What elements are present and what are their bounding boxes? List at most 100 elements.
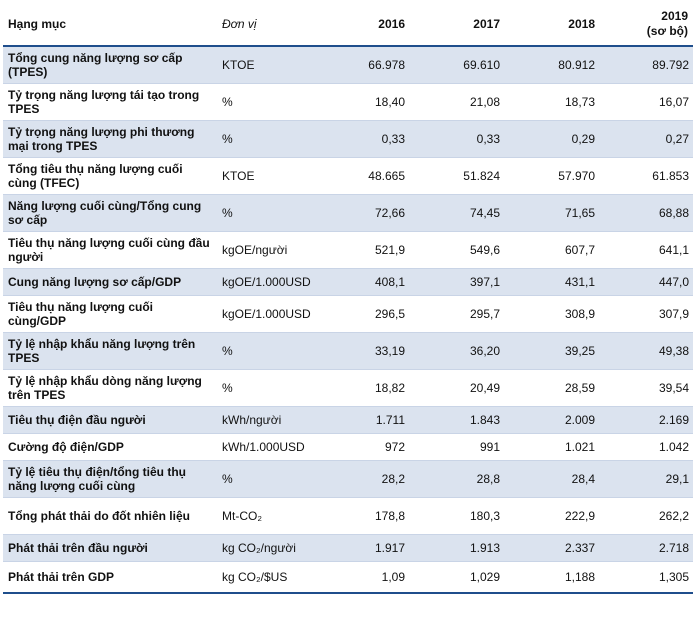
row-unit: kgOE/1.000USD — [217, 268, 324, 296]
row-value-2016: 48.665 — [324, 157, 410, 195]
row-unit: % — [217, 369, 324, 407]
row-value-2019: 0,27 — [600, 120, 693, 158]
row-item-label: Tiêu thụ năng lượng cuối cùng/GDP — [3, 295, 217, 333]
row-value-2019: 68,88 — [600, 194, 693, 232]
row-unit: KTOE — [217, 46, 324, 84]
row-item-label: Tiêu thụ năng lượng cuối cùng đầu người — [3, 231, 217, 269]
table-row: Cung năng lượng sơ cấp/GDP kgOE/1.000USD 4… — [3, 268, 693, 296]
row-unit: kWh/1.000USD — [217, 433, 324, 461]
row-value-2017: 69.610 — [410, 46, 505, 84]
row-value-2019: 89.792 — [600, 46, 693, 84]
row-unit: kWh/người — [217, 406, 324, 434]
row-value-2018: 1.021 — [505, 433, 600, 461]
row-item-label: Phát thải trên đầu người — [3, 534, 217, 562]
row-value-2018: 39,25 — [505, 332, 600, 370]
row-item-label: Tổng cung năng lượng sơ cấp (TPES) — [3, 46, 217, 84]
row-unit: Mt-CO₂ — [217, 497, 324, 535]
energy-indicators-table: Hạng mục Đơn vị 2016 2017 2018 2019 (sơ … — [3, 3, 693, 594]
row-value-2017: 991 — [410, 433, 505, 461]
row-value-2017: 1,029 — [410, 561, 505, 594]
row-item-label: Cung năng lượng sơ cấp/GDP — [3, 268, 217, 296]
table-row: Tỷ lệ nhập khẩu dòng năng lượng trên TPE… — [3, 369, 693, 407]
row-value-2018: 2.337 — [505, 534, 600, 562]
row-value-2018: 57.970 — [505, 157, 600, 195]
row-value-2016: 408,1 — [324, 268, 410, 296]
row-value-2018: 71,65 — [505, 194, 600, 232]
table-row: Tỷ trọng năng lượng tái tạo trong TPES% 1… — [3, 83, 693, 121]
row-item-label: Tiêu thụ điện đầu người — [3, 406, 217, 434]
table-row: Tỷ trọng năng lượng phi thương mại trong… — [3, 120, 693, 158]
row-item-label: Tỷ lệ tiêu thụ điện/tổng tiêu thụ năng l… — [3, 460, 217, 498]
row-value-2018: 0,29 — [505, 120, 600, 158]
row-value-2019: 1,305 — [600, 561, 693, 594]
row-value-2016: 178,8 — [324, 497, 410, 535]
row-value-2016: 18,40 — [324, 83, 410, 121]
row-value-2018: 308,9 — [505, 295, 600, 333]
row-value-2017: 549,6 — [410, 231, 505, 269]
row-value-2017: 1.913 — [410, 534, 505, 562]
row-unit: kg CO₂/người — [217, 534, 324, 562]
table-row: Tổng phát thải do đốt nhiên liệu Mt-CO₂ 17… — [3, 497, 693, 535]
table-row: Phát thải trên GDP kg CO₂/$US 1,09 1,029 1,1… — [3, 561, 693, 594]
row-value-2016: 296,5 — [324, 295, 410, 333]
row-value-2019: 641,1 — [600, 231, 693, 269]
table-row: Tiêu thụ điện đầu người kWh/người 1.711 1.8… — [3, 406, 693, 434]
header-year-2016: 2016 — [324, 3, 410, 47]
row-unit: % — [217, 194, 324, 232]
row-unit: kg CO₂/$US — [217, 561, 324, 594]
table-header: Hạng mục Đơn vị 2016 2017 2018 2019 (sơ … — [3, 3, 693, 47]
row-value-2018: 222,9 — [505, 497, 600, 535]
row-value-2019: 447,0 — [600, 268, 693, 296]
header-year-2017: 2017 — [410, 3, 505, 47]
table-row: Tiêu thụ năng lượng cuối cùng đầu người k… — [3, 231, 693, 269]
row-value-2016: 66.978 — [324, 46, 410, 84]
row-item-label: Tỷ trọng năng lượng tái tạo trong TPES — [3, 83, 217, 121]
row-value-2016: 1,09 — [324, 561, 410, 594]
table-row: Tỷ lệ nhập khẩu năng lượng trên TPES% 33,… — [3, 332, 693, 370]
row-value-2018: 1,188 — [505, 561, 600, 594]
row-unit: kgOE/người — [217, 231, 324, 269]
row-value-2016: 1.917 — [324, 534, 410, 562]
row-item-label: Tỷ lệ nhập khẩu dòng năng lượng trên TPE… — [3, 369, 217, 407]
header-item: Hạng mục — [3, 3, 217, 47]
row-item-label: Tổng tiêu thụ năng lượng cuối cùng (TFEC… — [3, 157, 217, 195]
row-value-2019: 29,1 — [600, 460, 693, 498]
row-value-2019: 49,38 — [600, 332, 693, 370]
row-value-2019: 1.042 — [600, 433, 693, 461]
row-unit: kgOE/1.000USD — [217, 295, 324, 333]
row-value-2019: 307,9 — [600, 295, 693, 333]
row-value-2019: 2.169 — [600, 406, 693, 434]
table-row: Tổng tiêu thụ năng lượng cuối cùng (TFEC… — [3, 157, 693, 195]
row-value-2018: 28,4 — [505, 460, 600, 498]
row-value-2017: 20,49 — [410, 369, 505, 407]
row-unit: % — [217, 332, 324, 370]
row-value-2016: 521,9 — [324, 231, 410, 269]
row-value-2016: 28,2 — [324, 460, 410, 498]
row-value-2017: 1.843 — [410, 406, 505, 434]
table-body: Tổng cung năng lượng sơ cấp (TPES) KTOE 66… — [3, 46, 693, 594]
row-value-2016: 72,66 — [324, 194, 410, 232]
row-unit: % — [217, 120, 324, 158]
row-value-2018: 18,73 — [505, 83, 600, 121]
table-row: Phát thải trên đầu người kg CO₂/người 1.91… — [3, 534, 693, 562]
header-row: Hạng mục Đơn vị 2016 2017 2018 2019 (sơ … — [3, 3, 693, 47]
row-value-2019: 2.718 — [600, 534, 693, 562]
table-row: Cường độ điện/GDP kWh/1.000USD 972 991 1.021… — [3, 433, 693, 461]
row-value-2017: 295,7 — [410, 295, 505, 333]
row-value-2017: 397,1 — [410, 268, 505, 296]
row-item-label: Tỷ trọng năng lượng phi thương mại trong… — [3, 120, 217, 158]
row-item-label: Tổng phát thải do đốt nhiên liệu — [3, 497, 217, 535]
row-item-label: Tỷ lệ nhập khẩu năng lượng trên TPES — [3, 332, 217, 370]
row-unit: % — [217, 83, 324, 121]
table-row: Tiêu thụ năng lượng cuối cùng/GDP kgOE/1.… — [3, 295, 693, 333]
table-row: Năng lượng cuối cùng/Tổng cung sơ cấp% 72… — [3, 194, 693, 232]
row-unit: % — [217, 460, 324, 498]
row-value-2018: 2.009 — [505, 406, 600, 434]
row-value-2016: 0,33 — [324, 120, 410, 158]
row-value-2019: 16,07 — [600, 83, 693, 121]
row-value-2017: 36,20 — [410, 332, 505, 370]
row-value-2016: 18,82 — [324, 369, 410, 407]
row-value-2017: 0,33 — [410, 120, 505, 158]
table-row: Tổng cung năng lượng sơ cấp (TPES) KTOE 66… — [3, 46, 693, 84]
row-value-2017: 180,3 — [410, 497, 505, 535]
